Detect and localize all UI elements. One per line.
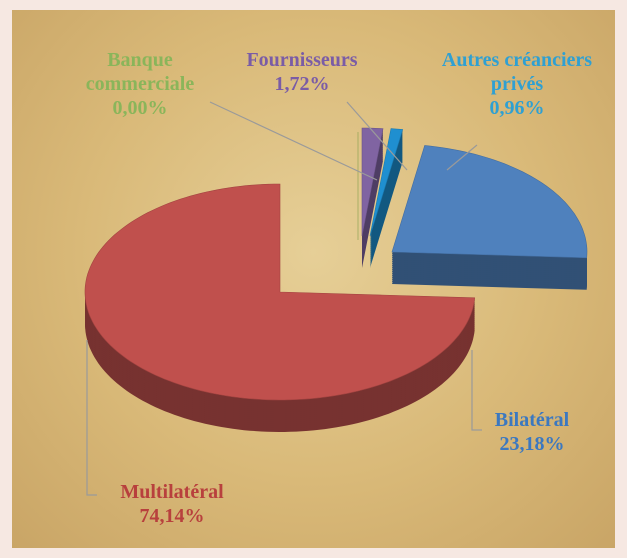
slice-side (370, 146, 403, 254)
label: Autres créanciers privés 0,96% (422, 48, 612, 120)
category-label: Multilatéral (120, 481, 224, 503)
slice-side (370, 138, 403, 246)
slice-side (370, 132, 403, 240)
leader-line (209, 101, 378, 181)
slice-side (370, 158, 403, 266)
chart-area: Banque commerciale 0,00% Fournisseurs 1,… (12, 10, 615, 548)
value-label: 0,00% (112, 97, 168, 119)
category-label: Fournisseurs (246, 49, 358, 71)
value-label: 1,72% (274, 73, 330, 95)
category-label: Banque commerciale (85, 49, 195, 95)
label: Fournisseurs 1,72% (222, 48, 382, 96)
slice-side (370, 150, 403, 258)
slice-side (370, 160, 403, 268)
slice-side (370, 154, 403, 262)
leader-line (471, 350, 482, 431)
slice-side (370, 136, 403, 244)
slice-side (370, 130, 403, 238)
slice (84, 183, 476, 401)
slice-side (370, 134, 403, 242)
label: Bilatéral 23,18% (467, 408, 597, 456)
label: Multilatéral 74,14% (92, 480, 252, 528)
slice-side (370, 142, 403, 250)
label: Banque commerciale 0,00% (60, 48, 220, 120)
slice-side (370, 148, 403, 256)
slice (361, 127, 384, 237)
slice (391, 145, 588, 259)
value-label: 0,96% (489, 97, 545, 119)
leader-line (346, 101, 408, 171)
value-label: 74,14% (139, 505, 205, 527)
slice-side (370, 140, 403, 248)
chart (84, 101, 588, 496)
pie (84, 127, 588, 432)
slice-side (370, 144, 403, 252)
leader-line (86, 340, 97, 496)
category-label: Bilatéral (494, 409, 570, 431)
value-label: 23,18% (499, 433, 565, 455)
leader-lines (86, 101, 482, 496)
slice-side (370, 152, 403, 260)
category-label: Autres créanciers privés (441, 49, 593, 95)
slice-side (370, 156, 403, 264)
leader-line (446, 144, 478, 171)
